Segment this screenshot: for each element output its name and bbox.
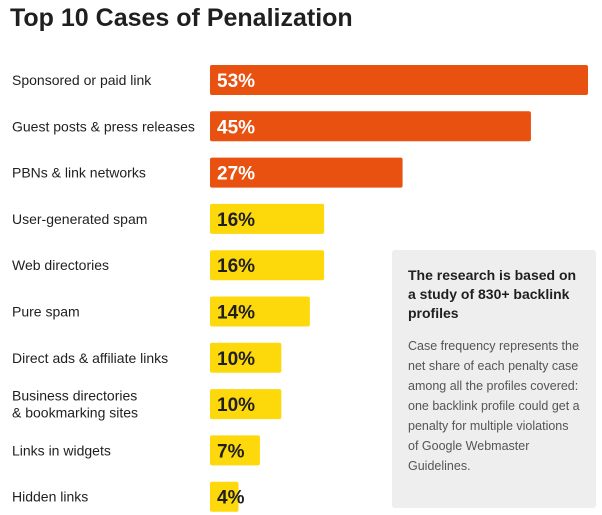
info-box: The research is based on a study of 830+… [392, 250, 596, 508]
bar [210, 342, 282, 373]
bar [210, 203, 325, 234]
bar-value-label: 14% [217, 303, 255, 324]
category-label: Direct ads & affiliate links [12, 350, 168, 366]
info-box-body: Case frequency represents the net share … [408, 339, 580, 473]
category-label: Hidden links [12, 489, 88, 505]
bar-value-label: 7% [217, 441, 245, 462]
bar [210, 65, 588, 95]
bar-value-label: 27% [217, 164, 255, 185]
bar-value-label: 4% [217, 488, 245, 509]
category-label: Pure spam [12, 304, 80, 320]
bar-value-label: 16% [217, 256, 255, 277]
category-label: Guest posts & press releases [12, 118, 195, 134]
category-label: Links in widgets [12, 442, 111, 458]
category-label: PBNs & link networks [12, 165, 146, 181]
category-label: Business directories & bookmarking sites [12, 388, 138, 421]
bar-value-label: 53% [217, 71, 255, 92]
bar [210, 481, 239, 512]
bar [210, 435, 260, 466]
info-box-heading: The research is based on a study of 830+… [408, 267, 577, 321]
bar-value-label: 16% [217, 210, 255, 231]
bar [210, 157, 403, 188]
bar [210, 389, 282, 420]
bar [210, 111, 531, 142]
chart-title: Top 10 Cases of Penalization [10, 4, 353, 32]
category-label: Web directories [12, 257, 109, 273]
bar-value-label: 45% [217, 117, 255, 138]
category-label: User-generated spam [12, 211, 147, 227]
category-label: Sponsored or paid link [12, 72, 152, 88]
bar-value-label: 10% [217, 395, 255, 416]
bar-value-label: 10% [217, 349, 255, 370]
bar [210, 296, 310, 327]
bar [210, 250, 325, 281]
